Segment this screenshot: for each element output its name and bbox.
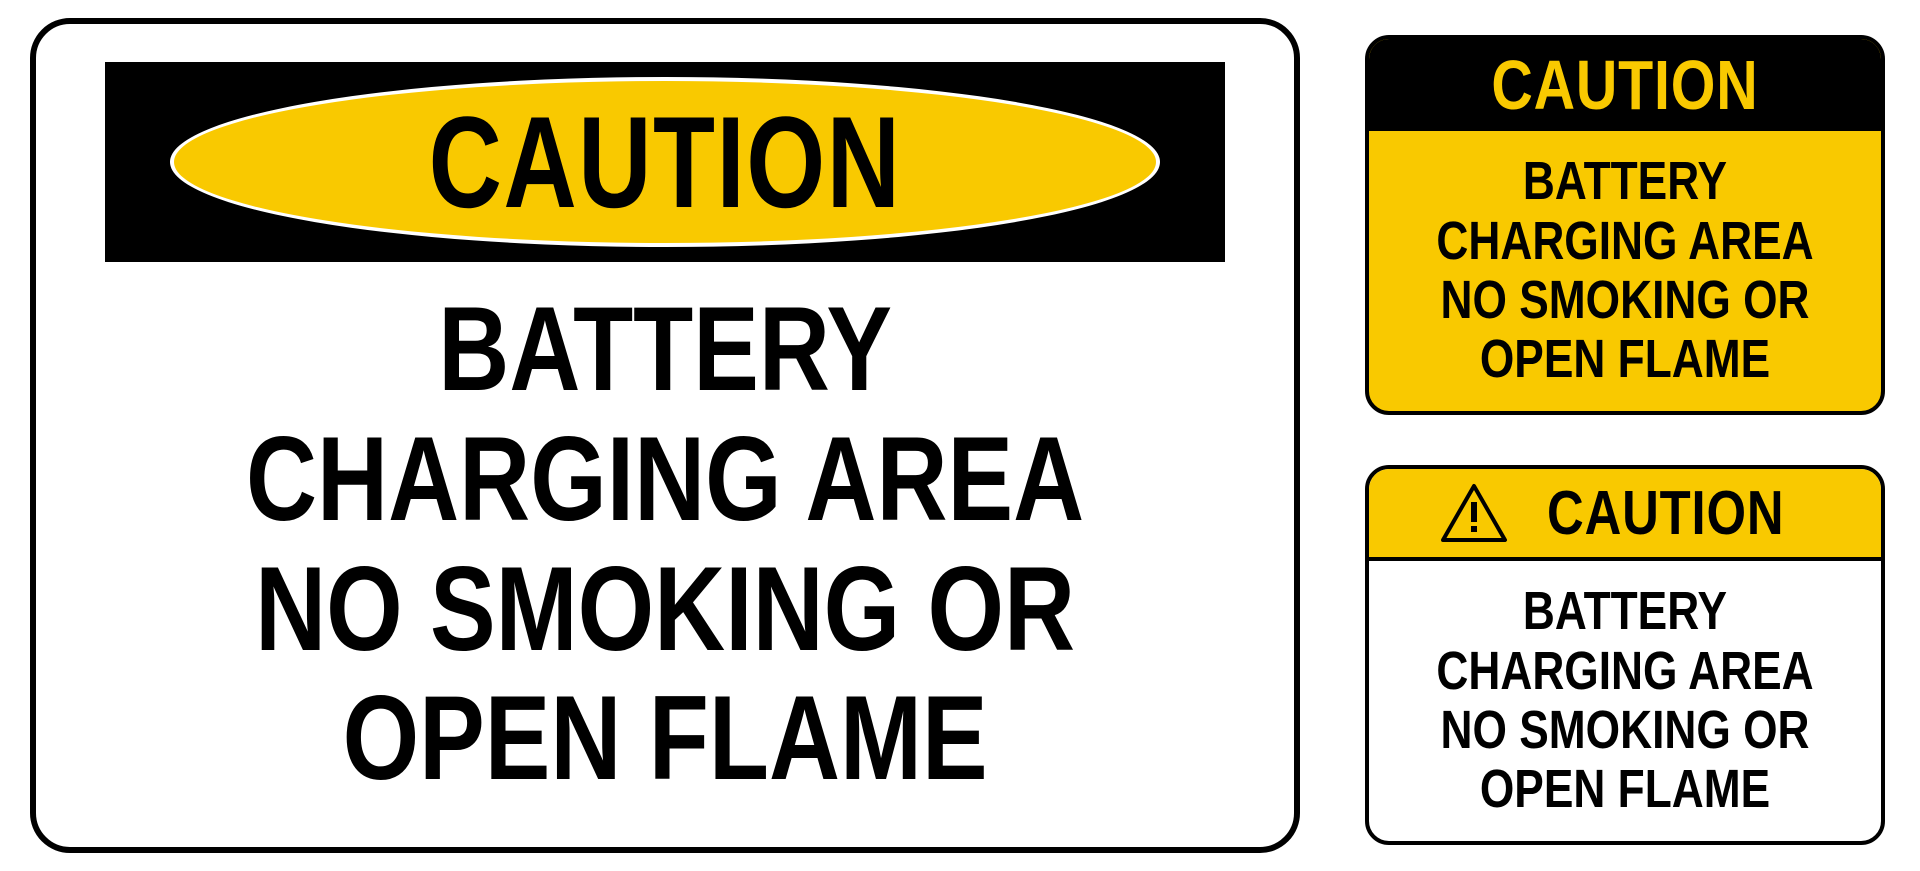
yellow-caution-label: CAUTION	[1491, 45, 1758, 125]
yellow-body-text: BATTERY CHARGING AREA NO SMOKING OR OPEN…	[1436, 152, 1813, 390]
main-header-ellipse: CAUTION	[170, 77, 1160, 247]
main-header-bar: CAUTION	[105, 62, 1225, 262]
caution-sign-yellow-variant: CAUTION BATTERY CHARGING AREA NO SMOKING…	[1365, 35, 1885, 415]
yellow-header-bar: CAUTION	[1369, 39, 1881, 131]
white-caution-label: CAUTION	[1547, 478, 1784, 549]
white-header-bar: CAUTION	[1369, 469, 1881, 561]
caution-sign-white-variant: CAUTION BATTERY CHARGING AREA NO SMOKING…	[1365, 465, 1885, 845]
main-body-text: BATTERY CHARGING AREA NO SMOKING OR OPEN…	[246, 285, 1084, 803]
main-body: BATTERY CHARGING AREA NO SMOKING OR OPEN…	[36, 262, 1294, 847]
warning-triangle-icon	[1439, 482, 1509, 544]
main-caution-label: CAUTION	[429, 97, 902, 227]
white-body-text: BATTERY CHARGING AREA NO SMOKING OR OPEN…	[1436, 582, 1813, 820]
yellow-body: BATTERY CHARGING AREA NO SMOKING OR OPEN…	[1369, 131, 1881, 411]
white-body: BATTERY CHARGING AREA NO SMOKING OR OPEN…	[1369, 561, 1881, 841]
caution-sign-main: CAUTION BATTERY CHARGING AREA NO SMOKING…	[30, 18, 1300, 853]
